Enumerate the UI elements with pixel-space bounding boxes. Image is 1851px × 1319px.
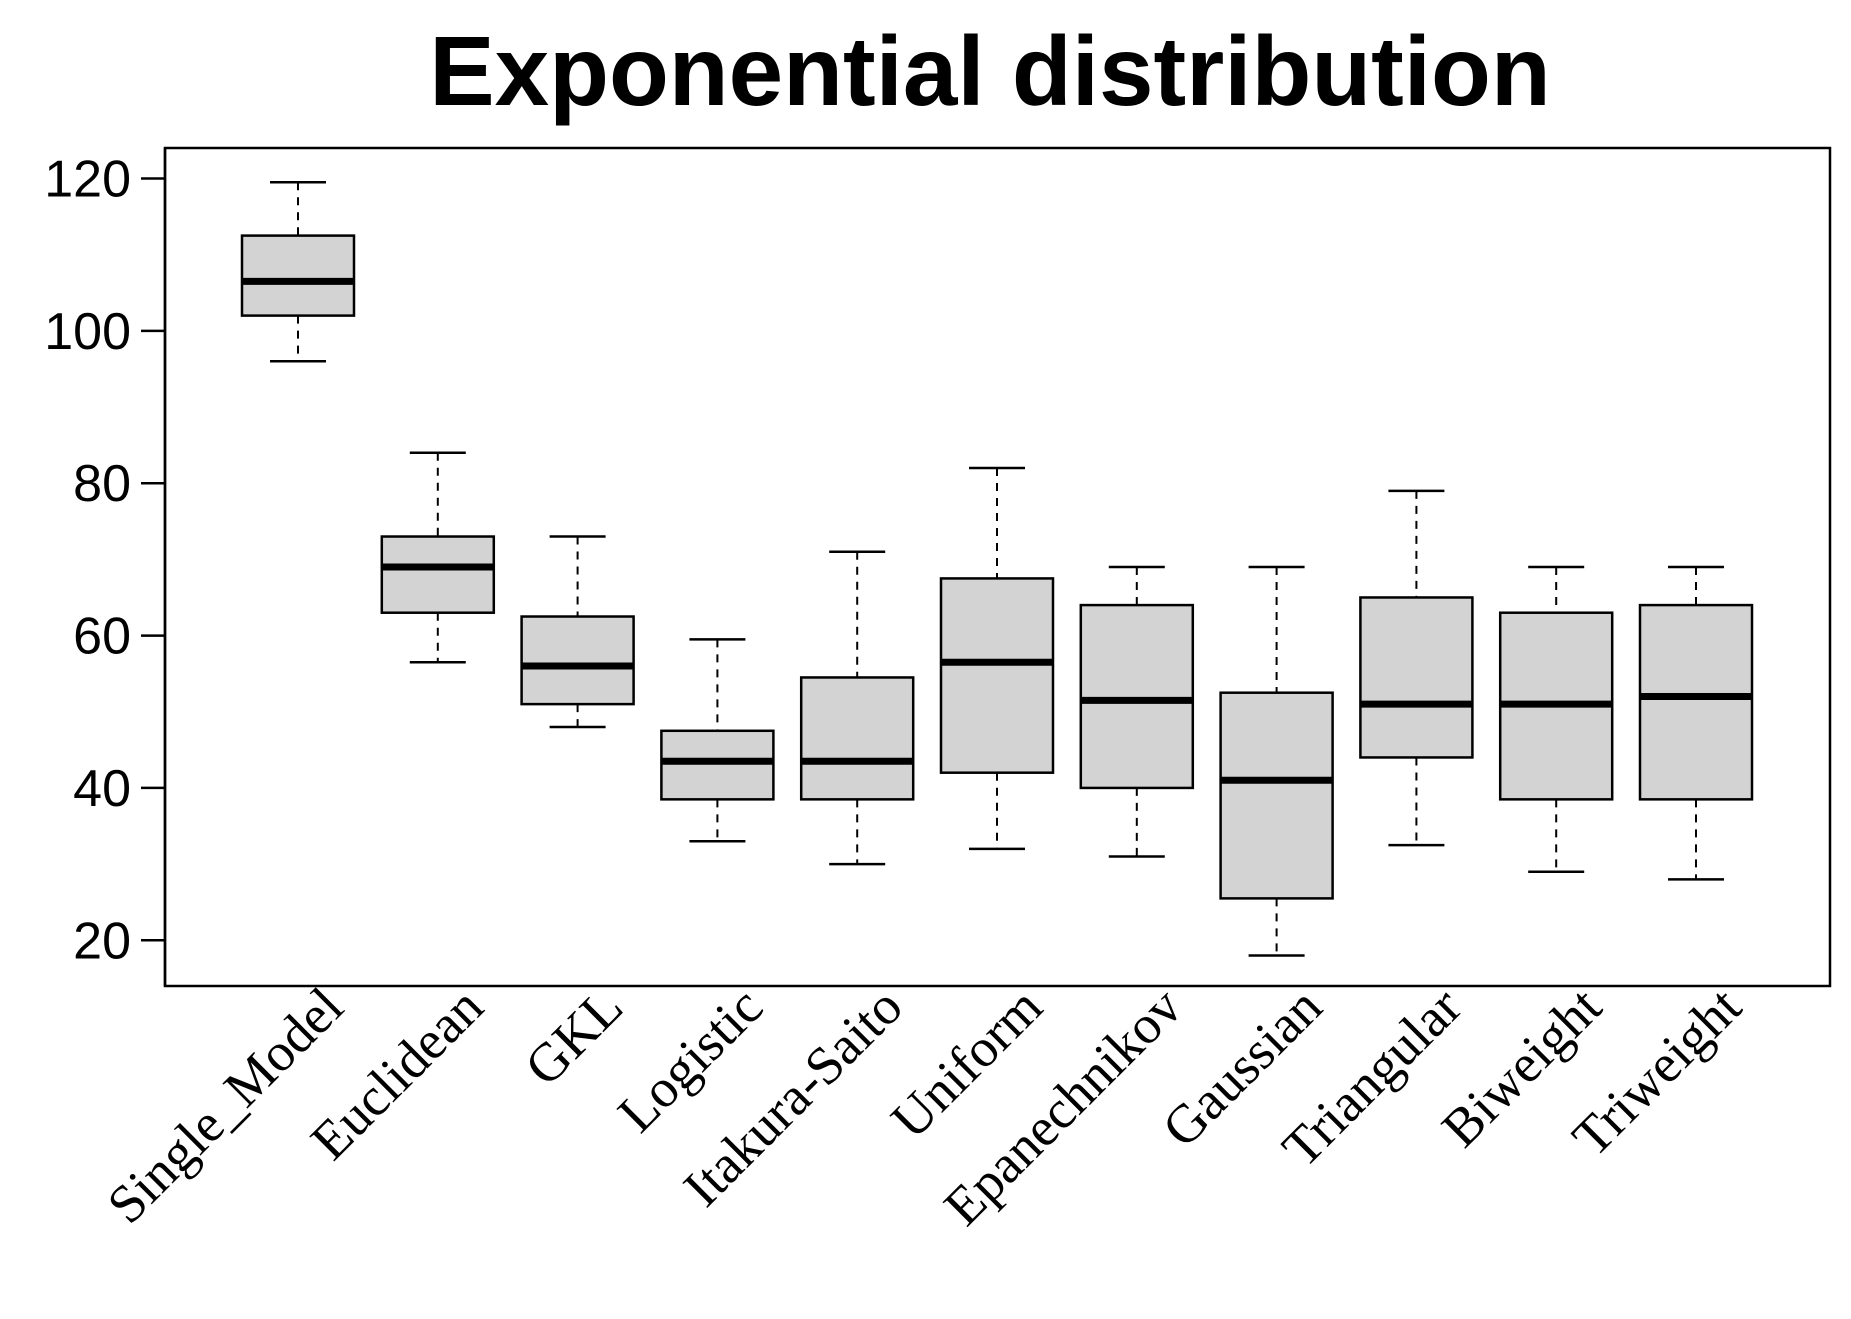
y-tick-label-100: 100 [44, 303, 131, 361]
iqr-box [1079, 603, 1195, 790]
iqr-box [1219, 691, 1334, 900]
box-epanechnikov [1079, 565, 1195, 858]
box-triangular [1359, 489, 1474, 847]
y-tick-label-120: 120 [44, 150, 131, 208]
y-tick-label-20: 20 [73, 912, 131, 970]
y-axis: 20 40 60 80 100 120 [44, 150, 165, 970]
box-euclidean [380, 451, 496, 664]
y-tick-label-80: 80 [73, 455, 131, 513]
boxes-layer [240, 181, 1754, 957]
box-logistic [660, 638, 775, 843]
box-gkl [520, 535, 635, 729]
iqr-box [1638, 603, 1754, 801]
x-tick-label: GKL [513, 976, 634, 1097]
iqr-box [939, 577, 1055, 774]
y-tick-label-40: 40 [73, 760, 131, 818]
iqr-box [380, 535, 496, 614]
x-tick-label: Single_Model [96, 976, 355, 1235]
box-gaussian [1219, 565, 1334, 957]
y-tick-label-60: 60 [73, 608, 131, 666]
box-biweight [1498, 565, 1614, 873]
iqr-box [799, 676, 915, 801]
box-single-model [240, 181, 356, 363]
iqr-box [660, 729, 775, 801]
iqr-box [240, 234, 356, 317]
box-uniform [939, 466, 1055, 851]
iqr-box [1359, 596, 1474, 759]
box-triweight [1638, 565, 1754, 881]
chart-title: Exponential distribution [429, 16, 1551, 126]
iqr-box [520, 615, 635, 706]
box-itakura-saito [799, 550, 915, 866]
